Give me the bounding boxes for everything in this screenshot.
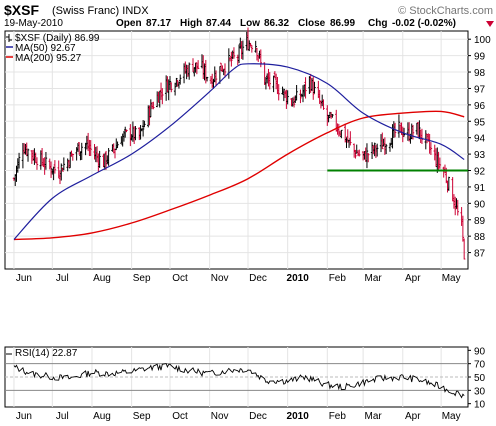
price-y-axis: 87 88 89 90 91 92 93 94 95 96 97 98 99 100	[468, 35, 491, 260]
low-value: 86.32	[264, 18, 289, 29]
close-label: Close	[298, 18, 326, 29]
price-x-label: Sep	[133, 273, 151, 284]
rsi-x-label: Feb	[329, 411, 347, 422]
high-value: 87.44	[206, 18, 231, 29]
price-tick-label: 100	[474, 35, 491, 46]
chart-symbol: $XSF	[4, 2, 39, 18]
price-x-label: Jul	[56, 273, 69, 284]
price-panel: 87 88 89 90 91 92 93 94 95 96 97 98 99 100 $XSF (Dail…	[4, 27, 491, 270]
open-label: Open	[116, 18, 142, 29]
chart-name: (Swiss Franc) INDX	[52, 5, 149, 17]
rsi-tick-label: 50	[474, 373, 486, 384]
price-x-label: Mar	[365, 273, 383, 284]
down-triangle-icon	[486, 21, 494, 27]
rsi-x-label: Dec	[249, 411, 267, 422]
price-bars	[12, 27, 466, 260]
price-tick-label: 94	[474, 134, 486, 145]
price-tick-label: 97	[474, 84, 486, 95]
price-tick-label: 88	[474, 232, 486, 243]
chg-label: Chg	[368, 18, 387, 29]
price-x-axis: Jun Jul Aug Sep Oct Nov Dec 2010 Feb Mar Apr May	[16, 273, 461, 284]
price-tick-label: 99	[474, 52, 486, 63]
rsi-x-label: Oct	[172, 411, 188, 422]
open-value: 87.17	[146, 18, 171, 29]
quote-line: Open 87.17 High 87.44 Low 86.32 Close 86…	[116, 18, 494, 29]
rsi-x-label: May	[442, 411, 461, 422]
price-x-label: Dec	[249, 273, 267, 284]
legend-price: $XSF (Daily) 86.99	[15, 33, 100, 44]
chart-date: 19-May-2010	[4, 18, 63, 29]
legend-ma200: MA(200) 95.27	[15, 53, 82, 64]
price-tick-label: 89	[474, 216, 486, 227]
price-x-label: Oct	[172, 273, 188, 284]
price-tick-label: 96	[474, 101, 486, 112]
rsi-x-label: Sep	[133, 411, 151, 422]
close-value: 86.99	[330, 18, 355, 29]
high-label: High	[180, 18, 202, 29]
rsi-x-label: 2010	[287, 411, 310, 422]
rsi-x-label: Mar	[365, 411, 383, 422]
price-tick-label: 93	[474, 150, 486, 161]
rsi-x-label: Apr	[405, 411, 421, 422]
price-tick-label: 87	[474, 249, 486, 260]
rsi-tick-label: 70	[474, 360, 486, 371]
price-tick-label: 90	[474, 199, 486, 210]
price-x-label: Jun	[16, 273, 32, 284]
rsi-x-label: Jun	[16, 411, 32, 422]
ma50-line	[13, 63, 465, 240]
rsi-tick-label: 90	[474, 346, 486, 357]
low-label: Low	[240, 18, 260, 29]
price-x-label: May	[442, 273, 461, 284]
legend-ohlc-icon	[6, 34, 12, 42]
ma200-line	[13, 110, 465, 241]
rsi-panel: 10 30 50 70 90 RSI(14) 22.87	[4, 346, 486, 411]
price-x-label: Nov	[211, 273, 229, 284]
rsi-legend: RSI(14) 22.87	[15, 348, 78, 359]
chg-value: -0.02 (-0.02%)	[392, 18, 456, 29]
price-tick-label: 95	[474, 117, 486, 128]
price-tick-label: 98	[474, 68, 486, 79]
price-tick-label: 92	[474, 167, 486, 178]
rsi-x-axis: Jun Jul Aug Sep Oct Nov Dec 2010 Feb Mar Apr May	[16, 411, 461, 422]
price-x-label: Apr	[405, 273, 421, 284]
rsi-x-label: Aug	[93, 411, 111, 422]
price-x-label: 2010	[287, 273, 310, 284]
rsi-line	[13, 363, 465, 399]
price-legend: $XSF (Daily) 86.99 MA(50) 92.67 MA(200) …	[6, 33, 100, 64]
legend-ma50: MA(50) 92.67	[15, 43, 76, 54]
rsi-y-axis: 10 30 50 70 90	[468, 346, 486, 411]
price-x-label: Aug	[93, 273, 111, 284]
rsi-x-label: Nov	[211, 411, 229, 422]
rsi-tick-label: 30	[474, 386, 486, 397]
stockcharts-credit[interactable]: © StockCharts.com	[398, 5, 493, 17]
price-tick-label: 91	[474, 183, 486, 194]
price-x-label: Feb	[329, 273, 347, 284]
rsi-tick-label: 10	[474, 400, 486, 411]
rsi-x-label: Jul	[56, 411, 69, 422]
